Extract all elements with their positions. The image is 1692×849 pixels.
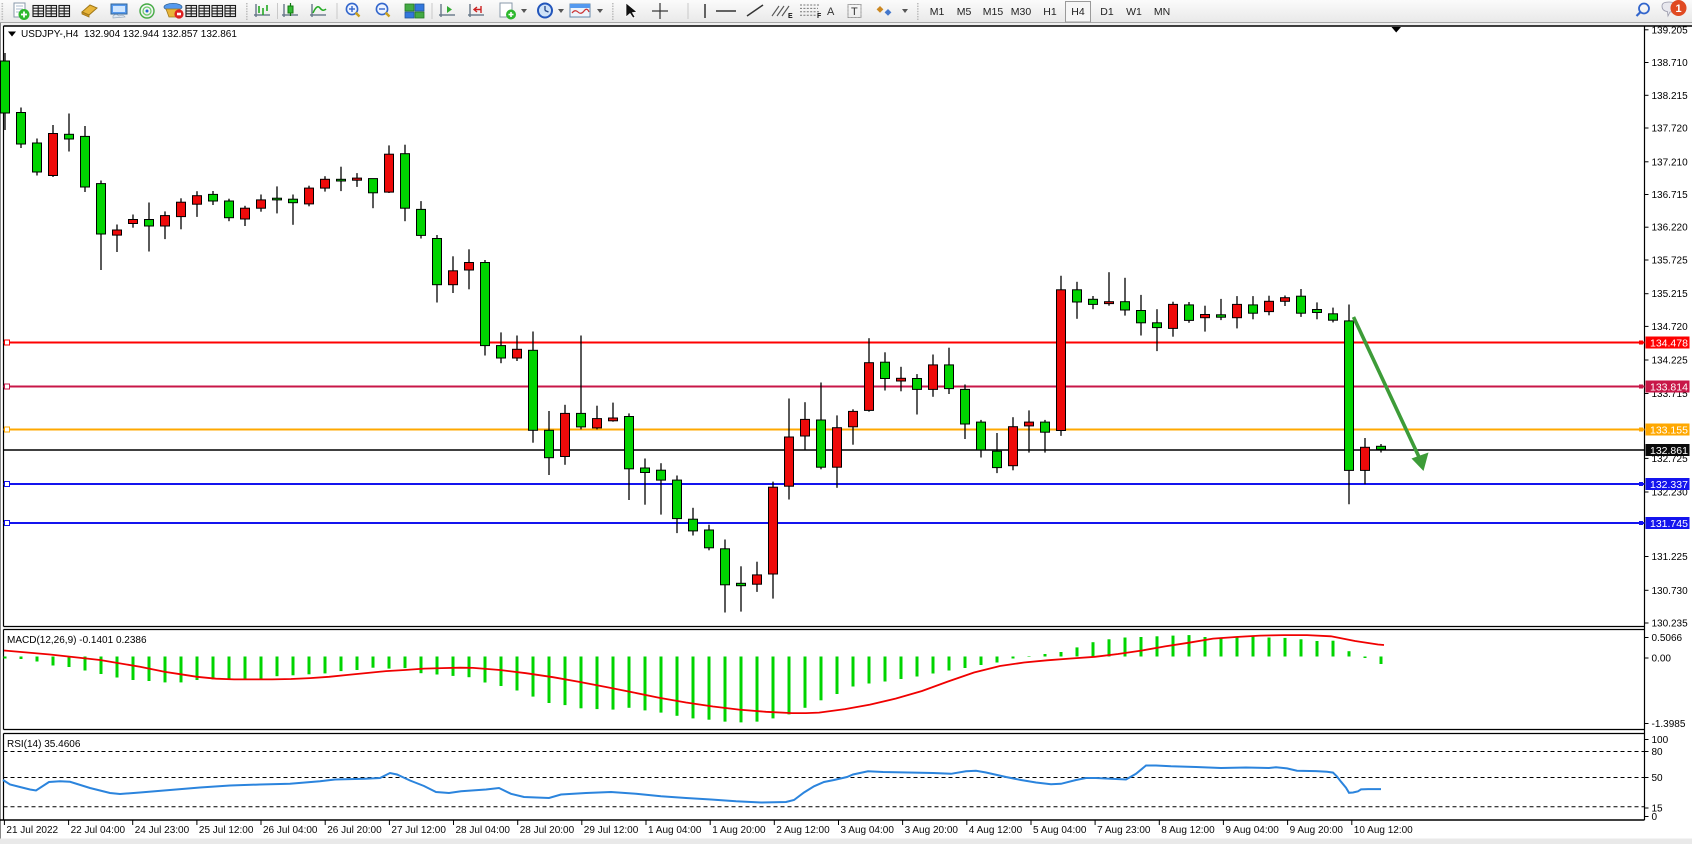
- svg-text:130.235: 130.235: [1652, 619, 1689, 630]
- svg-text:1 Aug 20:00: 1 Aug 20:00: [712, 825, 766, 836]
- svg-text:21 Jul 2022: 21 Jul 2022: [6, 825, 58, 836]
- svg-text:M1: M1: [930, 6, 945, 18]
- svg-text:28 Jul 20:00: 28 Jul 20:00: [520, 825, 575, 836]
- svg-text:15: 15: [1652, 804, 1664, 815]
- svg-text:USDJPY-,H4 132.904 132.944 13: USDJPY-,H4 132.904 132.944 132.857 132.8…: [21, 29, 237, 40]
- svg-text:136.220: 136.220: [1652, 223, 1689, 234]
- svg-text:26 Jul 04:00: 26 Jul 04:00: [263, 825, 318, 836]
- svg-text:7 Aug 23:00: 7 Aug 23:00: [1097, 825, 1151, 836]
- svg-text:8 Aug 12:00: 8 Aug 12:00: [1161, 825, 1215, 836]
- svg-text:1: 1: [1675, 3, 1681, 15]
- svg-text:80: 80: [1652, 747, 1664, 758]
- svg-text:A: A: [827, 6, 835, 18]
- svg-text:0: 0: [1652, 812, 1658, 823]
- svg-text:133.155: 133.155: [1650, 424, 1688, 436]
- svg-text:134.720: 134.720: [1652, 322, 1689, 333]
- svg-text:139.205: 139.205: [1652, 25, 1689, 36]
- svg-text:130.730: 130.730: [1652, 586, 1689, 597]
- svg-text:H4: H4: [1071, 6, 1085, 18]
- svg-text:3 Aug 20:00: 3 Aug 20:00: [905, 825, 959, 836]
- svg-text:26 Jul 20:00: 26 Jul 20:00: [327, 825, 382, 836]
- svg-text:T: T: [851, 6, 858, 18]
- svg-text:1 Aug 04:00: 1 Aug 04:00: [648, 825, 702, 836]
- svg-text:133.814: 133.814: [1650, 381, 1688, 393]
- svg-text:W1: W1: [1126, 6, 1142, 18]
- svg-text:135.725: 135.725: [1652, 256, 1689, 267]
- svg-text:10 Aug 12:00: 10 Aug 12:00: [1354, 825, 1413, 836]
- svg-text:133.715: 133.715: [1652, 389, 1689, 400]
- svg-text:D1: D1: [1100, 6, 1114, 18]
- svg-text:134.225: 134.225: [1652, 356, 1689, 367]
- svg-text:29 Jul 12:00: 29 Jul 12:00: [584, 825, 639, 836]
- svg-text:H1: H1: [1043, 6, 1057, 18]
- svg-text:100: 100: [1652, 735, 1669, 746]
- svg-text:24 Jul 23:00: 24 Jul 23:00: [135, 825, 190, 836]
- svg-text:137.720: 137.720: [1652, 124, 1689, 135]
- svg-text:138.215: 138.215: [1652, 91, 1689, 102]
- svg-text:2 Aug 12:00: 2 Aug 12:00: [776, 825, 830, 836]
- svg-text:131.745: 131.745: [1650, 518, 1688, 530]
- svg-text:28 Jul 04:00: 28 Jul 04:00: [456, 825, 511, 836]
- svg-text:138.710: 138.710: [1652, 58, 1689, 69]
- svg-text:M5: M5: [957, 6, 972, 18]
- svg-text:27 Jul 12:00: 27 Jul 12:00: [391, 825, 446, 836]
- svg-text:9 Aug 04:00: 9 Aug 04:00: [1225, 825, 1279, 836]
- svg-text:134.478: 134.478: [1650, 337, 1688, 349]
- svg-text:50: 50: [1652, 773, 1664, 784]
- svg-text:0.00: 0.00: [1652, 654, 1672, 665]
- svg-text:E: E: [788, 13, 793, 20]
- svg-text:M15: M15: [983, 6, 1004, 18]
- svg-text:M30: M30: [1011, 6, 1032, 18]
- svg-text:132.725: 132.725: [1652, 454, 1689, 465]
- svg-text:3 Aug 04:00: 3 Aug 04:00: [841, 825, 895, 836]
- svg-text:F: F: [817, 13, 822, 20]
- svg-text:0.5066: 0.5066: [1652, 633, 1683, 644]
- svg-text:MN: MN: [1154, 6, 1170, 18]
- svg-text:25 Jul 12:00: 25 Jul 12:00: [199, 825, 254, 836]
- svg-text:-1.3985: -1.3985: [1652, 719, 1686, 730]
- svg-text:132.230: 132.230: [1652, 488, 1689, 499]
- svg-text:136.715: 136.715: [1652, 190, 1689, 201]
- svg-text:5 Aug 04:00: 5 Aug 04:00: [1033, 825, 1087, 836]
- svg-text:132.861: 132.861: [1650, 445, 1688, 457]
- svg-text:9 Aug 20:00: 9 Aug 20:00: [1290, 825, 1344, 836]
- svg-text:4 Aug 12:00: 4 Aug 12:00: [969, 825, 1023, 836]
- svg-text:135.215: 135.215: [1652, 289, 1689, 300]
- svg-text:132.337: 132.337: [1650, 479, 1688, 491]
- svg-text:131.225: 131.225: [1652, 552, 1689, 563]
- svg-text:137.210: 137.210: [1652, 157, 1689, 168]
- svg-text:MACD(12,26,9) -0.1401 0.2386: MACD(12,26,9) -0.1401 0.2386: [7, 635, 147, 646]
- svg-text:22 Jul 04:00: 22 Jul 04:00: [71, 825, 126, 836]
- svg-text:RSI(14) 35.4606: RSI(14) 35.4606: [7, 739, 81, 750]
